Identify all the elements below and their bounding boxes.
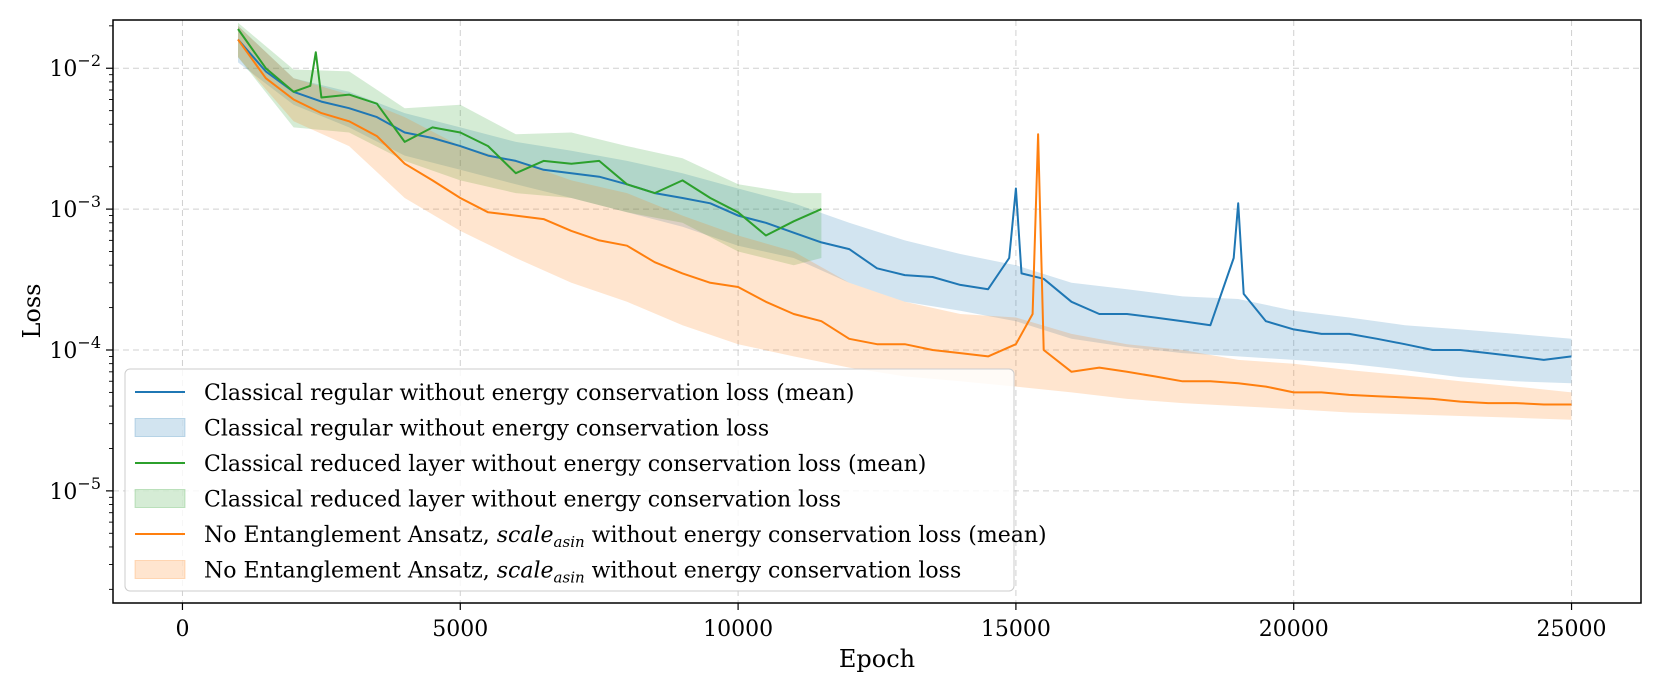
legend-label: Classical regular without energy conserv…	[204, 417, 769, 442]
legend: Classical regular without energy conserv…	[124, 368, 1047, 592]
x-axis-label: Epoch	[839, 645, 915, 673]
x-axis-ticks: 0 5000 10000 15000 20000 25000	[175, 603, 1607, 642]
legend-band-swatch	[134, 489, 186, 508]
y-axis-ticks: 10−5 10−4 10−3 10−2	[49, 25, 113, 590]
legend-label: Classical reduced layer without energy c…	[204, 452, 926, 477]
y-axis-label: Loss	[18, 283, 46, 338]
y-tick-label: 10−2	[49, 51, 101, 82]
series-band	[238, 22, 822, 266]
x-tick-label: 5000	[432, 617, 488, 642]
legend-label: Classical reduced layer without energy c…	[204, 488, 841, 513]
series-band	[238, 25, 1572, 420]
plot-frame	[112, 19, 1642, 604]
series-line	[237, 38, 1572, 361]
series-line	[237, 28, 822, 237]
y-tick-label: 10−5	[49, 474, 101, 505]
y-tick-label: 10−4	[49, 333, 101, 364]
legend-box	[124, 368, 1015, 592]
legend-label: Classical regular without energy conserv…	[204, 381, 854, 406]
x-tick-label: 0	[175, 617, 189, 642]
x-tick-label: 15000	[981, 617, 1051, 642]
x-tick-label: 10000	[703, 617, 773, 642]
legend-band-swatch	[134, 418, 186, 437]
legend-band-swatch	[134, 560, 186, 579]
series-band	[238, 25, 1572, 384]
legend-label: No Entanglement Ansatz, scaleasin withou…	[204, 523, 1047, 551]
legend-label: No Entanglement Ansatz, scaleasin withou…	[204, 559, 961, 587]
x-tick-label: 20000	[1259, 617, 1329, 642]
y-tick-label: 10−3	[49, 192, 101, 223]
series-line	[237, 38, 1572, 406]
uncertainty-bands	[238, 22, 1572, 420]
mean-lines	[237, 28, 1572, 406]
x-tick-label: 25000	[1537, 617, 1607, 642]
